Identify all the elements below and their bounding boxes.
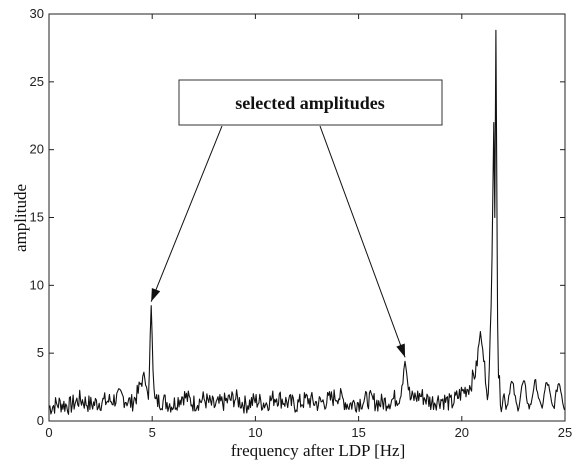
y-tick-label: 5 [37,345,44,360]
annotation-arrow [319,125,406,358]
y-tick-label: 15 [30,210,44,225]
x-tick-label: 5 [149,425,156,440]
x-tick-label: 0 [45,425,52,440]
annotation-arrow [150,125,223,302]
plot-frame [48,13,566,422]
y-tick-label: 20 [30,142,44,157]
annotation: selected amplitudes [150,79,443,358]
y-tick-label: 25 [30,74,44,89]
annotation-arrows [150,125,406,358]
y-tick-label: 10 [30,277,44,292]
x-tick-label: 15 [351,425,365,440]
y-tick-label: 0 [37,413,44,428]
annotation-arrowhead [151,287,161,302]
tick-labels: 0 5 10 15 20 25 0 5 10 15 20 25 30 [30,6,573,440]
x-tick-label: 25 [558,425,572,440]
annotation-arrowhead [396,343,406,358]
x-tick-label: 20 [455,425,469,440]
axis-ticks [48,13,566,422]
series-line [48,29,566,415]
x-axis-label: frequency after LDP [Hz] [231,441,405,460]
y-tick-label: 30 [30,6,44,21]
x-tick-label: 10 [248,425,262,440]
y-axis-label: amplitude [11,184,30,252]
annotation-box [178,79,443,126]
annotation-text: selected amplitudes [235,93,384,113]
